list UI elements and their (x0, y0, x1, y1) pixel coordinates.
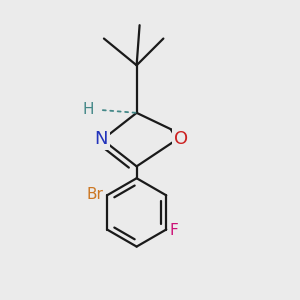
Text: H: H (82, 102, 94, 117)
Text: O: O (174, 130, 188, 148)
Text: Br: Br (87, 187, 103, 202)
Text: N: N (94, 130, 108, 148)
Text: F: F (170, 224, 178, 238)
